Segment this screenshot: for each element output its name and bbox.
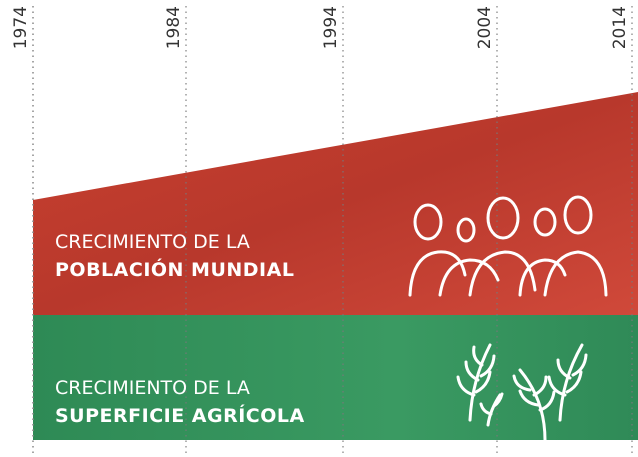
band-line1: CRECIMIENTO DE LA [55,231,250,253]
year-label: 2014 [610,6,630,49]
year-label: 1974 [11,6,31,49]
year-label: 1994 [321,6,341,49]
band-line1: CRECIMIENTO DE LA [55,377,250,399]
year-label: 1984 [164,6,184,49]
band-line2: POBLACIÓN MUNDIAL [55,257,294,281]
infographic: 1974 1984 1994 2004 2014 CRECIMIENTO DE LA P… [0,0,638,457]
year-label: 2004 [475,6,495,49]
band-line2: SUPERFICIE AGRÍCOLA [55,404,305,427]
